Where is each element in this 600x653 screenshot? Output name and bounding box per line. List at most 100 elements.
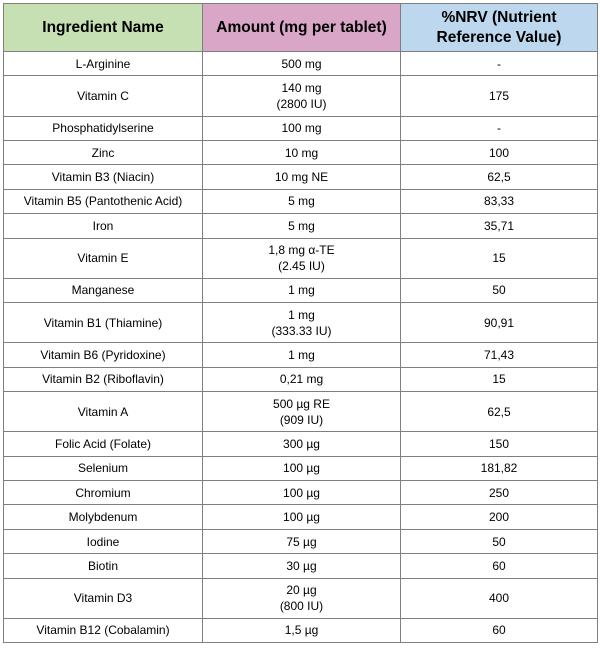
table-row: Chromium 100 µg 250: [3, 480, 598, 506]
nrv-cell: 150: [400, 431, 598, 457]
nrv-cell: 50: [400, 528, 598, 555]
table-row: Vitamin B2 (Riboflavin) 0,21 mg 15: [3, 366, 598, 393]
amount-cell: 75 µg: [202, 528, 401, 555]
nrv-header-line1: %NRV (Nutrient: [441, 8, 557, 26]
amount-value: 1,5 µg: [284, 623, 319, 638]
nrv-cell: 90,91: [400, 302, 598, 344]
amount-cell: 10 mg: [202, 139, 401, 166]
amount-iu-value: (909 IU): [279, 412, 324, 427]
amount-value: 500 µg RE: [273, 396, 330, 411]
nrv-cell: 60: [400, 553, 598, 579]
amount-cell: 100 µg: [202, 455, 401, 482]
nutrient-table: Ingredient Name Amount (mg per tablet) %…: [3, 3, 598, 644]
nrv-cell: 15: [400, 366, 598, 393]
amount-value: 5 mg: [288, 194, 315, 209]
nrv-cell: 175: [400, 75, 598, 117]
table-row: Manganese 1 mg 50: [3, 277, 598, 304]
ingredient-cell: Vitamin B3 (Niacin): [3, 164, 203, 190]
ingredient-cell: Manganese: [3, 277, 203, 304]
ingredient-cell: Molybdenum: [3, 504, 203, 530]
nrv-cell: 181,82: [400, 455, 598, 482]
amount-value: 1 mg: [288, 283, 315, 298]
ingredient-cell: Phosphatidylserine: [3, 115, 203, 141]
amount-value: 1 mg: [288, 347, 315, 362]
table-row: Vitamin C 140 mg (2800 IU) 175: [3, 75, 598, 117]
amount-value: 100 mg: [281, 121, 322, 136]
ingredient-cell: Iodine: [3, 528, 203, 555]
amount-iu-value: (2800 IU): [276, 96, 327, 111]
ingredient-cell: Vitamin B12 (Cobalamin): [3, 617, 203, 644]
table-row: Zinc 10 mg 100: [3, 139, 598, 166]
amount-value: 0,21 mg: [279, 372, 324, 387]
table-row: Vitamin B3 (Niacin) 10 mg NE 62,5: [3, 164, 598, 190]
table-row: Vitamin B5 (Pantothenic Acid) 5 mg 83,33: [3, 188, 598, 215]
table-row: Vitamin A 500 µg RE (909 IU) 62,5: [3, 391, 598, 433]
nrv-cell: 60: [400, 617, 598, 644]
nrv-cell: 200: [400, 504, 598, 530]
amount-cell: 5 mg: [202, 188, 401, 215]
nrv-cell: 100: [400, 139, 598, 166]
table-row: Molybdenum 100 µg 200: [3, 504, 598, 530]
nrv-cell: 83,33: [400, 188, 598, 215]
amount-cell: 100 µg: [202, 480, 401, 506]
amount-cell: 10 mg NE: [202, 164, 401, 190]
amount-value: 500 mg: [281, 56, 322, 71]
table-row: Vitamin B1 (Thiamine) 1 mg (333.33 IU) 90,9…: [3, 302, 598, 344]
ingredient-cell: Iron: [3, 213, 203, 239]
amount-iu-value: (2.45 IU): [278, 259, 325, 274]
nrv-cell: 400: [400, 577, 598, 619]
table-row: Vitamin B6 (Pyridoxine) 1 mg 71,43: [3, 342, 598, 368]
nrv-cell: -: [400, 115, 598, 141]
nrv-header: %NRV (Nutrient Reference Value): [400, 3, 598, 52]
nrv-cell: 62,5: [400, 164, 598, 190]
amount-cell: 500 µg RE (909 IU): [202, 391, 401, 433]
table-row: Vitamin B12 (Cobalamin) 1,5 µg 60: [3, 617, 598, 644]
ingredient-cell: Folic Acid (Folate): [3, 431, 203, 457]
amount-header: Amount (mg per tablet): [202, 3, 401, 52]
ingredient-cell: Vitamin E: [3, 237, 203, 279]
table-body: L-Arginine 500 mg - Vitamin C 140 mg (2800 IU…: [3, 50, 598, 644]
table-row: Iron 5 mg 35,71: [3, 213, 598, 239]
amount-value: 300 µg: [283, 436, 320, 451]
amount-value: 10 mg: [284, 145, 319, 160]
amount-value: 1,8 mg α-TE: [268, 243, 335, 258]
ingredient-header: Ingredient Name: [3, 3, 203, 52]
table-row: Biotin 30 µg 60: [3, 553, 598, 579]
amount-cell: 30 µg: [202, 553, 401, 579]
table-row: Selenium 100 µg 181,82: [3, 455, 598, 482]
table-row: Iodine 75 µg 50: [3, 528, 598, 555]
amount-value: 10 mg NE: [274, 170, 329, 185]
amount-value: 75 µg: [286, 534, 317, 549]
ingredient-cell: Vitamin A: [3, 391, 203, 433]
nrv-cell: 71,43: [400, 342, 598, 368]
amount-cell: 140 mg (2800 IU): [202, 75, 401, 117]
amount-value: 20 µg: [286, 583, 317, 598]
table-row: L-Arginine 500 mg -: [3, 50, 598, 77]
table-row: Vitamin E 1,8 mg α-TE (2.45 IU) 15: [3, 237, 598, 279]
ingredient-cell: Zinc: [3, 139, 203, 166]
amount-cell: 0,21 mg: [202, 366, 401, 393]
ingredient-cell: Vitamin C: [3, 75, 203, 117]
amount-iu-value: (333.33 IU): [271, 323, 332, 338]
amount-value: 5 mg: [288, 218, 315, 233]
nrv-header-line2: Reference Value): [436, 28, 562, 46]
amount-value: 140 mg: [281, 80, 322, 95]
amount-cell: 20 µg (800 IU): [202, 577, 401, 619]
amount-value: 100 µg: [283, 510, 320, 525]
amount-cell: 1,8 mg α-TE (2.45 IU): [202, 237, 401, 279]
amount-iu-value: (800 IU): [279, 599, 324, 614]
amount-cell: 1 mg: [202, 277, 401, 304]
ingredient-cell: Selenium: [3, 455, 203, 482]
ingredient-cell: Vitamin B2 (Riboflavin): [3, 366, 203, 393]
amount-cell: 1 mg (333.33 IU): [202, 302, 401, 344]
amount-value: 100 µg: [283, 461, 320, 476]
amount-cell: 500 mg: [202, 50, 401, 77]
amount-cell: 300 µg: [202, 431, 401, 457]
nrv-cell: 62,5: [400, 391, 598, 433]
amount-cell: 100 µg: [202, 504, 401, 530]
nrv-cell: 250: [400, 480, 598, 506]
amount-value: 1 mg: [288, 307, 315, 322]
amount-value: 30 µg: [286, 558, 317, 573]
amount-cell: 1 mg: [202, 342, 401, 368]
header-row: Ingredient Name Amount (mg per tablet) %…: [3, 3, 598, 52]
